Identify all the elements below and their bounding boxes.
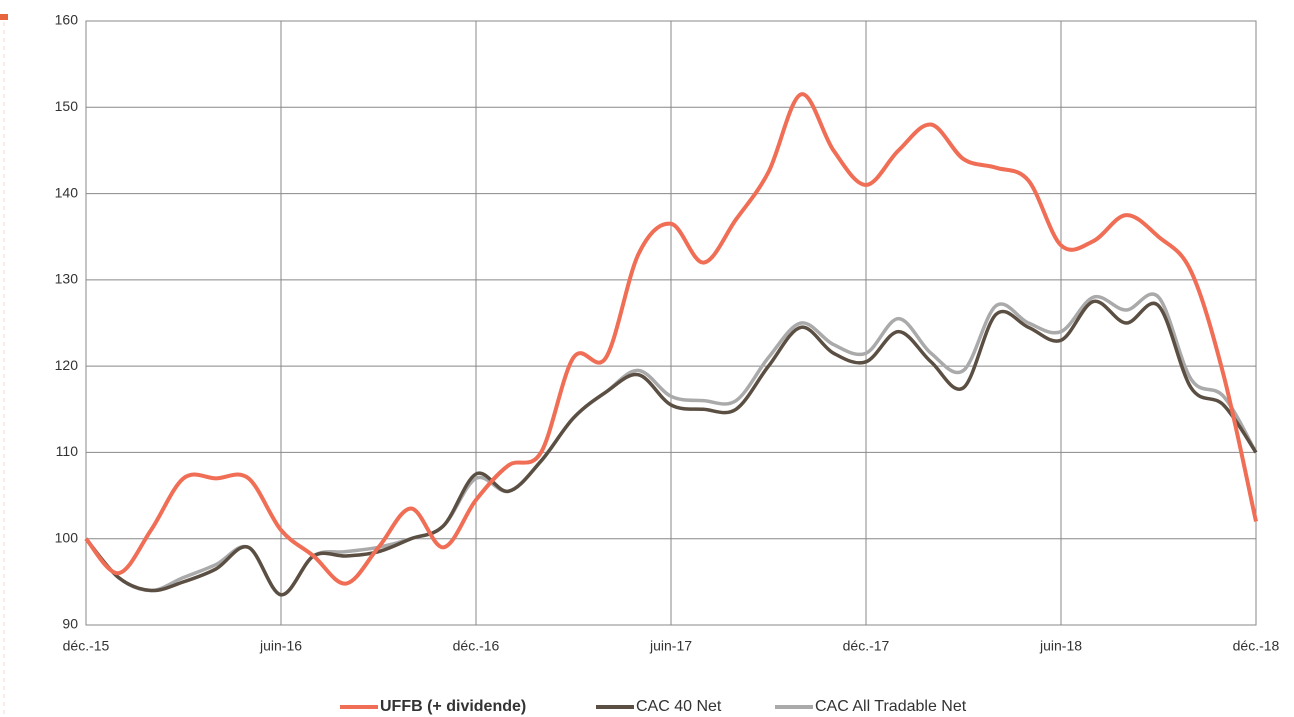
y-tick-label: 100 [55,529,79,545]
y-tick-label: 150 [55,98,79,114]
series-line [84,299,1258,597]
x-tick-label: déc.-15 [63,638,110,654]
y-tick-label: 130 [55,271,79,287]
legend-label: CAC 40 Net [636,698,722,715]
legend-label: CAC All Tradable Net [815,698,967,715]
decoration [0,14,8,20]
y-tick-label: 140 [55,184,79,200]
x-tick-label: déc.-18 [1233,638,1280,654]
x-tick-label: juin-17 [649,638,692,654]
y-tick-label: 90 [62,616,78,632]
y-tick-label: 110 [56,443,79,459]
y-tick-label: 120 [55,357,79,373]
x-tick-label: déc.-16 [453,638,500,654]
x-tick-label: juin-16 [259,638,302,654]
legend-label: UFFB (+ dividende) [380,698,526,715]
y-tick-label: 160 [55,12,79,28]
series-line [84,92,1258,586]
x-tick-label: juin-18 [1039,638,1082,654]
x-tick-label: déc.-17 [843,638,890,654]
